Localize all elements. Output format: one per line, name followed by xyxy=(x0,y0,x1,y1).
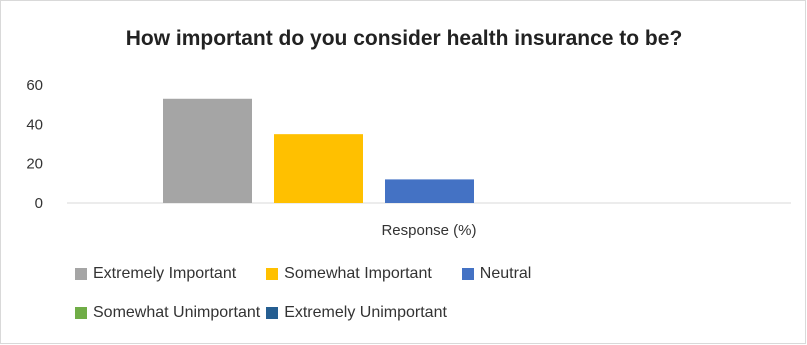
chart-title: How important do you consider health ins… xyxy=(125,27,683,50)
legend-label: Neutral xyxy=(479,265,532,282)
x-axis-label: Response (%) xyxy=(381,222,476,239)
legend-item-extremely-important: Extremely Important xyxy=(75,266,236,282)
legend-label: Extremely Important xyxy=(93,265,237,282)
bar-somewhat-important xyxy=(274,134,363,203)
legend-item-neutral: Neutral xyxy=(461,265,532,282)
legend-swatch xyxy=(75,307,87,319)
legend-item-somewhat-unimportant: Somewhat Unimportant xyxy=(75,305,260,321)
y-tick-label: 60 xyxy=(26,77,43,94)
legend-item-somewhat-important: Somewhat Important xyxy=(266,266,432,282)
legend-swatch xyxy=(75,268,87,280)
legend-label: Extremely Unimportant xyxy=(284,304,447,321)
legend-row-2: Somewhat Unimportant Extremely Unimporta… xyxy=(75,303,635,323)
legend: Extremely Important Somewhat Important N… xyxy=(75,264,635,342)
legend-row-1: Extremely Important Somewhat Important N… xyxy=(75,264,635,284)
bar-group xyxy=(163,98,474,203)
bar-neutral xyxy=(385,179,474,203)
y-tick-label: 0 xyxy=(35,195,43,212)
legend-swatch xyxy=(266,307,279,319)
legend-label: Somewhat Important xyxy=(284,265,432,282)
y-axis: 0 20 40 60 xyxy=(26,77,43,212)
plot-area: 0 20 40 60 Response (%) xyxy=(26,77,791,239)
y-tick-label: 20 xyxy=(26,156,43,173)
legend-label: Somewhat Unimportant xyxy=(93,304,261,321)
legend-swatch xyxy=(266,268,279,280)
legend-item-extremely-unimportant: Extremely Unimportant xyxy=(266,305,447,321)
legend-swatch xyxy=(461,268,474,280)
y-tick-label: 40 xyxy=(26,116,43,133)
bar-extremely-important xyxy=(163,98,252,203)
